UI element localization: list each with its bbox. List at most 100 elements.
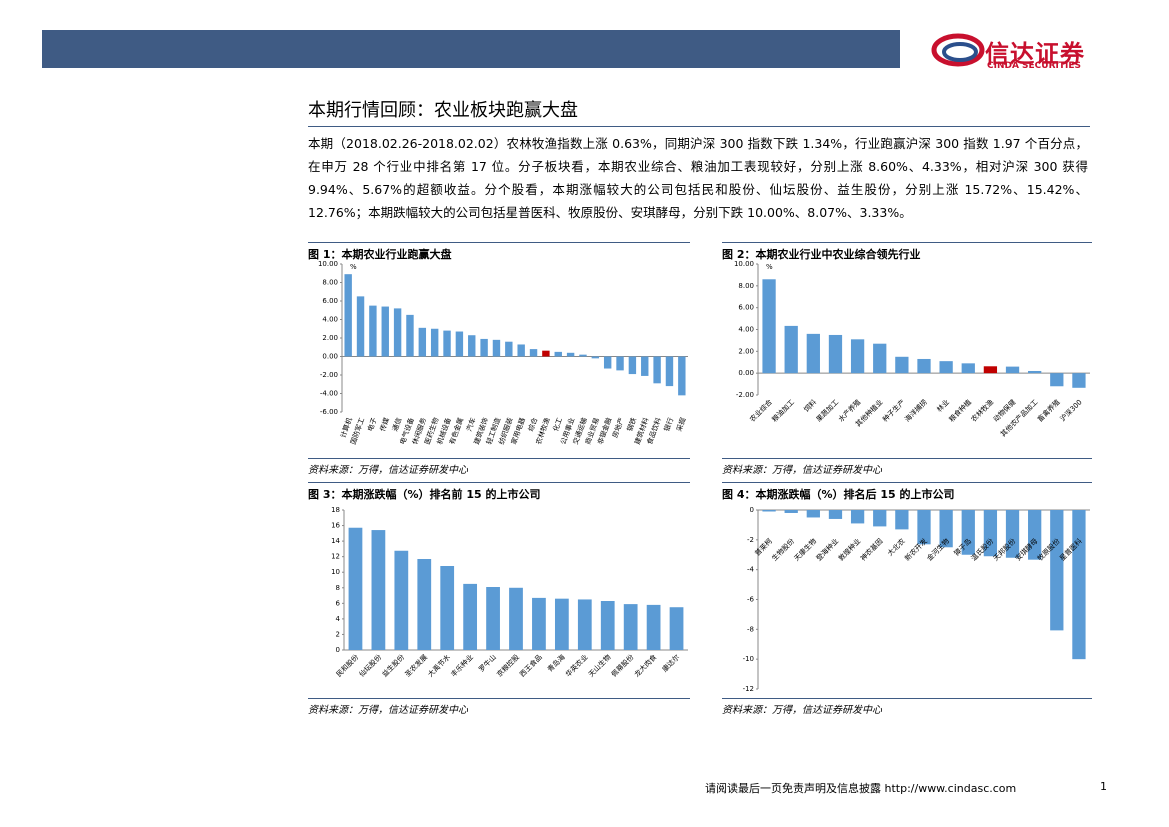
x-tick-label: 益生股份 <box>380 652 406 678</box>
bar <box>628 356 637 375</box>
y-tick-label: 18 <box>331 506 340 514</box>
figure-title: 图 1：本期农业行业跑赢大盘 <box>308 242 690 262</box>
bar <box>873 343 887 374</box>
y-tick-label: 8.00 <box>322 279 338 287</box>
y-tick-label: 14 <box>331 537 340 545</box>
x-tick-label: 康达尔 <box>660 652 681 673</box>
bar <box>554 351 562 357</box>
bar <box>517 344 525 357</box>
page-number: 1 <box>1100 780 1107 793</box>
bar <box>463 583 478 650</box>
bar <box>1050 510 1064 631</box>
bar <box>406 314 414 357</box>
x-tick-label: 种子生产 <box>881 397 907 423</box>
bar <box>468 335 476 357</box>
x-tick-label: 华英农业 <box>563 652 589 678</box>
bar <box>784 325 798 374</box>
bar <box>641 356 649 376</box>
bar <box>1072 510 1086 660</box>
bar <box>1050 373 1064 387</box>
x-tick-label: 粮油加工 <box>770 397 796 423</box>
x-tick-label: 大禹节水 <box>426 652 452 678</box>
y-tick-label: -12 <box>743 685 754 693</box>
bar <box>344 274 352 357</box>
figure-title: 图 3：本期涨跌幅（%）排名前 15 的上市公司 <box>308 482 690 502</box>
x-tick-label: 登海种业 <box>814 536 840 562</box>
bar <box>600 601 615 650</box>
bar <box>983 510 998 557</box>
y-tick-label: 10 <box>331 568 340 576</box>
y-tick-label: 2.00 <box>322 334 338 342</box>
bar <box>961 510 975 555</box>
bar <box>356 296 365 357</box>
x-tick-label: 农业综合 <box>748 397 774 423</box>
y-tick-label: 4.00 <box>322 316 338 324</box>
y-tick-label: -4 <box>747 566 755 574</box>
bar <box>1005 366 1020 374</box>
chart: 0 2 4 6 8 10 12 14 16 18 民和股份仙坛股份益生股份圣农发展大禹节水丰乐种业罗… <box>331 506 688 679</box>
y-tick-label: 2 <box>336 630 340 638</box>
bar <box>480 338 488 357</box>
x-tick-label: 仙坛股份 <box>357 652 383 678</box>
y-tick-label: 12 <box>331 553 340 561</box>
x-tick-label: 龙大肉食 <box>632 652 658 678</box>
bar <box>348 527 363 650</box>
x-tick-label: 青岛海 <box>545 652 566 673</box>
bar <box>371 530 386 650</box>
x-tick-label: 采掘 <box>674 416 687 432</box>
x-tick-label: 钢铁 <box>625 416 638 432</box>
y-tick-label: 8.00 <box>738 282 754 290</box>
x-tick-label: 饲料 <box>802 397 818 413</box>
unit-label: % <box>350 263 357 271</box>
y-tick-label: 4 <box>336 615 341 623</box>
chart: -2.00 0.00 2.00 4.00 6.00 8.00 10.00 % 农业综合粮油加工饲… <box>734 260 1090 438</box>
bar <box>784 510 798 513</box>
bar <box>566 352 575 357</box>
bar <box>418 327 427 357</box>
bar <box>828 510 843 519</box>
x-tick-label: 其他农产品加工 <box>998 397 1039 438</box>
y-tick-label: -2.00 <box>320 371 338 379</box>
x-tick-label: 丰乐种业 <box>449 652 475 678</box>
x-tick-label: 敦煌种业 <box>836 536 862 562</box>
bar <box>603 356 612 369</box>
y-tick-label: -10 <box>743 655 754 663</box>
bar <box>917 510 931 545</box>
header-bar <box>42 30 900 68</box>
logo-subtext: CINDA SECURITIES <box>987 61 1081 71</box>
x-tick-label: 农林牧渔 <box>969 397 995 423</box>
y-tick-label: 2.00 <box>738 347 754 355</box>
bar <box>939 510 953 548</box>
x-tick-label: 林业 <box>935 397 951 413</box>
x-tick-label: 化工 <box>551 416 564 432</box>
bar <box>678 356 686 396</box>
bar <box>653 356 661 384</box>
x-tick-label: 民和股份 <box>334 652 360 678</box>
bar <box>850 510 865 524</box>
bar <box>850 339 865 374</box>
x-tick-label: 通信 <box>390 416 403 432</box>
x-tick-label: 西王食品 <box>518 652 544 678</box>
chart: -6.00 -4.00 -2.00 0.00 2.00 4.00 6.00 8.00 10.00… <box>318 260 688 446</box>
x-tick-label: 普莱柯 <box>753 536 774 557</box>
bar <box>443 330 451 357</box>
bar <box>529 349 538 357</box>
figure-source: 资料来源：万得，信达证券研发中心 <box>308 458 690 476</box>
section-title: 本期行情回顾：农业板块跑赢大盘 <box>308 96 1090 127</box>
bar <box>895 510 909 530</box>
bar <box>895 356 909 374</box>
bar <box>532 597 546 650</box>
paragraph: 本期（2018.02.26-2018.02.02）农林牧渔指数上涨 0.63%，… <box>308 136 1088 220</box>
bar <box>393 308 402 357</box>
bar <box>828 334 843 374</box>
y-tick-label: -2.00 <box>736 391 754 399</box>
x-tick-label: 果蔬加工 <box>814 397 840 423</box>
bar <box>417 559 432 650</box>
bar <box>762 510 776 512</box>
figure-title: 图 4：本期涨跌幅（%）排名后 15 的上市公司 <box>722 482 1092 502</box>
logo-text: 信达证券 <box>985 40 1085 68</box>
bar <box>486 587 500 650</box>
x-tick-label: 佩蒂股份 <box>609 652 635 678</box>
bar <box>455 331 464 357</box>
x-tick-label: 沪深300 <box>1058 397 1084 423</box>
